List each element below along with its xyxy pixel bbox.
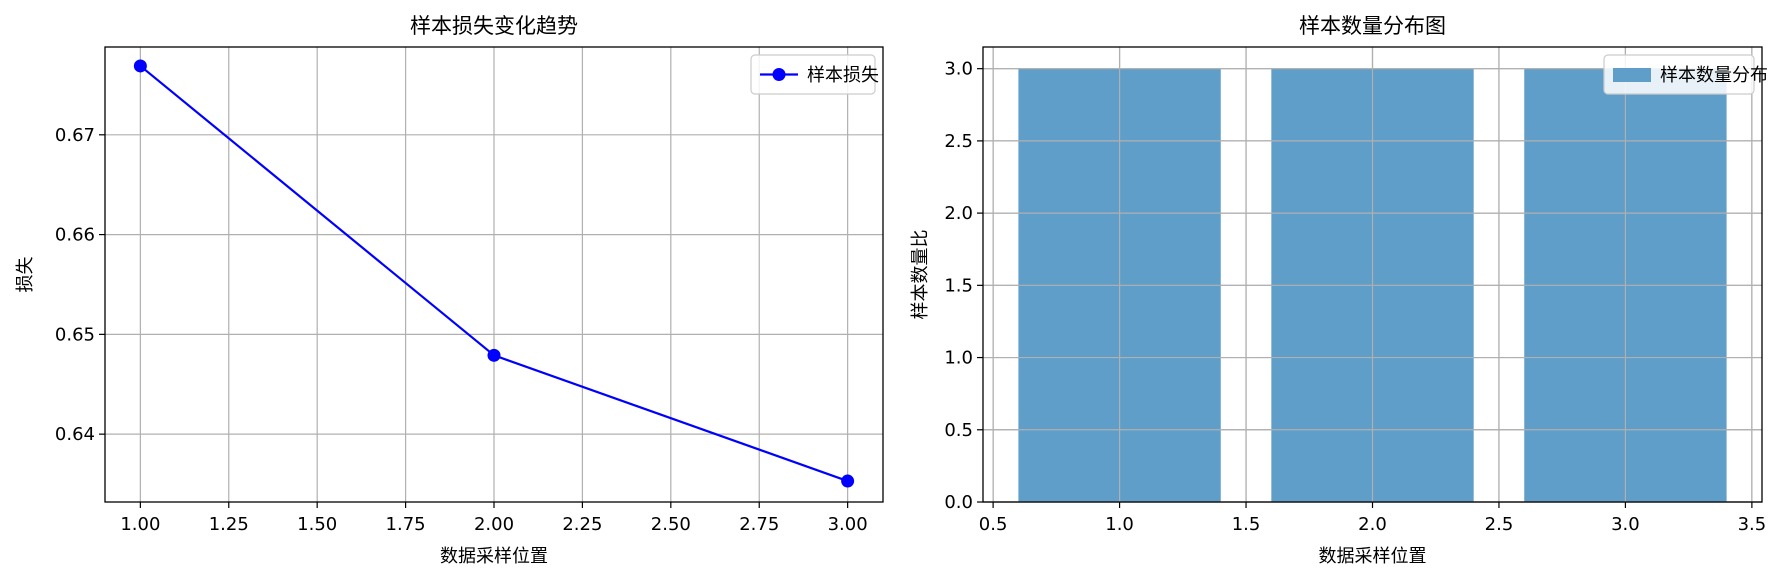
loss-line-chart: 1.00 1.25 1.50 1.75 2.00 2.25 2.50 2.75 3.00 0.64… [15, 14, 884, 567]
y-tick-label: 1.0 [944, 348, 973, 369]
legend-box [1603, 54, 1755, 95]
legend-label: 样本数量分布 [1660, 65, 1768, 86]
legend-marker [772, 68, 786, 81]
y-tick-label: 0.65 [55, 324, 95, 345]
y-tick-label: 0.66 [55, 225, 95, 246]
y-tick-label: 2.5 [944, 131, 973, 152]
x-tick-label: 2.75 [739, 514, 779, 535]
legend: 样本数量分布 [1603, 54, 1768, 95]
x-tick-label: 2.50 [651, 514, 691, 535]
legend: 样本损失 [750, 54, 879, 95]
y-axis-label: 样本数量比 [910, 230, 931, 320]
data-point [133, 59, 147, 73]
x-tick-label: 2.25 [562, 514, 602, 535]
x-tick-label: 1.50 [297, 514, 337, 535]
x-tick-label: 3.0 [1611, 514, 1640, 535]
y-tick-label: 1.5 [944, 275, 973, 296]
x-tick-label: 1.0 [1105, 514, 1134, 535]
y-tick-label: 0.5 [944, 420, 973, 441]
y-tick-label: 3.0 [944, 59, 973, 80]
x-tick-label: 1.5 [1232, 514, 1261, 535]
sample-bar-chart: 0.5 1.0 1.5 2.0 2.5 3.0 3.5 0.0 0.5 1.0 1.5 2.0 2.5 3… [910, 14, 1768, 567]
y-axis-label: 损失 [15, 257, 36, 293]
y-tick-label: 0.0 [944, 492, 973, 513]
y-tick-label: 2.0 [944, 203, 973, 224]
x-tick-label: 3.5 [1738, 514, 1767, 535]
legend-swatch [1613, 68, 1651, 82]
x-tick-label: 1.75 [386, 514, 426, 535]
data-point [841, 474, 855, 488]
x-tick-label: 2.0 [1358, 514, 1387, 535]
data-point [487, 348, 501, 362]
legend-box [750, 54, 876, 95]
chart-title: 样本数量分布图 [1299, 14, 1446, 38]
x-tick-label: 3.00 [828, 514, 868, 535]
y-tick-label: 0.64 [55, 424, 95, 445]
x-tick-label: 2.00 [474, 514, 514, 535]
x-tick-label: 0.5 [979, 514, 1008, 535]
y-tick-label: 0.67 [55, 125, 95, 146]
x-axis-label: 数据采样位置 [440, 546, 548, 567]
chart-title: 样本损失变化趋势 [410, 14, 578, 38]
x-tick-label: 1.25 [209, 514, 249, 535]
x-tick-label: 2.5 [1485, 514, 1514, 535]
x-tick-label: 1.00 [120, 514, 160, 535]
x-axis-label: 数据采样位置 [1319, 546, 1427, 567]
legend-label: 样本损失 [807, 65, 879, 86]
